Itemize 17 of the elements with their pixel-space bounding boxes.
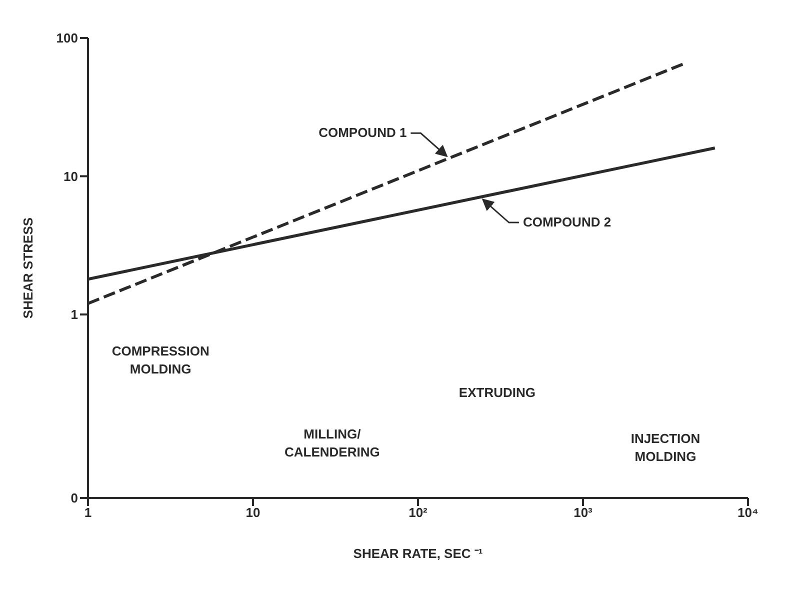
annotation: EXTRUDING bbox=[458, 384, 536, 400]
x-tick-label: 10⁴ bbox=[738, 505, 758, 520]
text: COMPOUND 1 bbox=[318, 125, 407, 140]
x-axis-title: SHEAR RATE, SEC ⁻¹ bbox=[353, 546, 483, 561]
annotation: COMPRESSION MOLDING bbox=[112, 344, 210, 377]
y-tick-label: 100 bbox=[56, 30, 78, 46]
series-label: COMPOUND 2 bbox=[522, 214, 612, 230]
x-tick-label: 10² bbox=[408, 505, 428, 520]
x-tick-label: 10 bbox=[246, 505, 260, 520]
x-tick-label: 10³ bbox=[574, 505, 594, 520]
x-tick-label: 1 bbox=[84, 505, 92, 520]
annotation: MILLING/ CALENDERING bbox=[284, 426, 380, 460]
y-tick-label: 1 bbox=[70, 307, 78, 322]
y-tick-label: 10 bbox=[64, 168, 78, 184]
annotation: INJECTION MOLDING bbox=[630, 431, 700, 464]
y-axis-title: SHEAR STRESS bbox=[20, 217, 36, 319]
y-tick-label: 0 bbox=[70, 490, 78, 506]
